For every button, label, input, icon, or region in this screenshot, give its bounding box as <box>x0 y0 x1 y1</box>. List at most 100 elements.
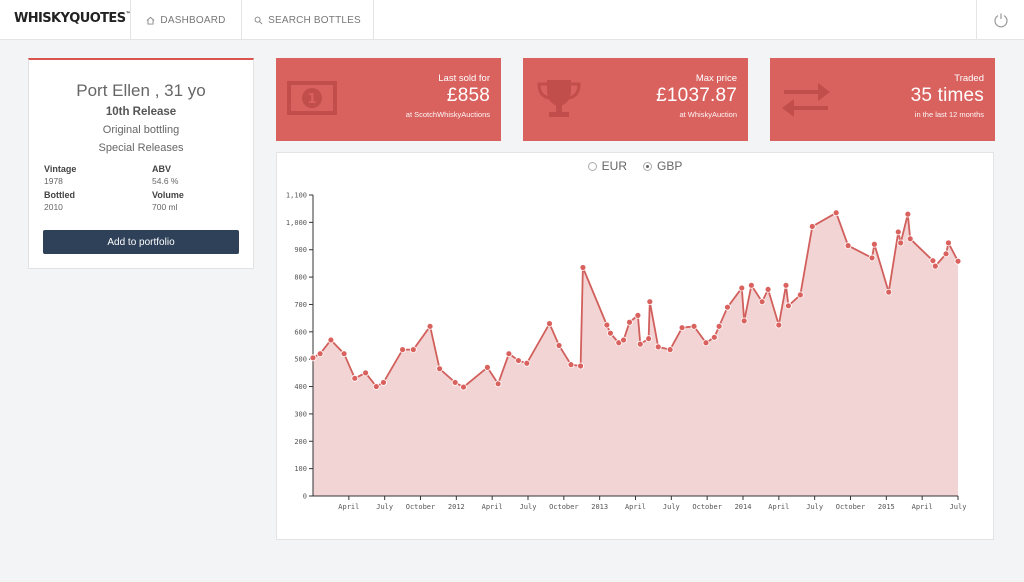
x-tick-label: October <box>549 503 579 511</box>
y-tick-label: 1,000 <box>286 219 307 227</box>
x-tick-label: October <box>836 503 866 511</box>
data-point <box>666 346 674 354</box>
y-tick-label: 500 <box>294 356 307 364</box>
data-point <box>579 264 587 271</box>
vintage-value: 1978 <box>44 176 63 186</box>
data-point <box>832 209 840 217</box>
data-point <box>710 333 718 341</box>
x-tick-label: October <box>406 503 436 511</box>
currency-eur-label: EUR <box>601 159 627 173</box>
y-tick-label: 700 <box>294 301 307 309</box>
data-point <box>636 340 644 348</box>
exchange-arrows-icon <box>782 83 830 117</box>
power-button[interactable] <box>976 0 1024 40</box>
data-point <box>784 302 792 310</box>
x-tick-label: April <box>625 503 646 511</box>
data-point <box>340 350 348 358</box>
stat-source: at ScotchWhiskyAuctions <box>405 110 490 119</box>
trophy-icon <box>537 80 581 117</box>
y-tick-label: 0 <box>303 493 307 501</box>
radio-eur[interactable] <box>587 161 597 171</box>
data-point <box>942 250 950 258</box>
bottled-label: Bottled <box>44 190 75 200</box>
data-point <box>945 239 952 247</box>
x-tick-label: July <box>376 503 393 511</box>
data-point <box>451 379 459 386</box>
stat-traded: Traded 35 times in the last 12 months <box>770 58 995 141</box>
data-point <box>626 318 633 326</box>
nav-search-bottles[interactable]: SEARCH BOTTLES <box>241 0 374 40</box>
y-tick-label: 200 <box>294 438 307 446</box>
stat-value: £858 <box>446 85 490 106</box>
data-point <box>894 228 902 236</box>
data-point <box>702 339 710 347</box>
data-point <box>380 379 387 386</box>
data-point <box>426 322 434 330</box>
volume-value: 700 ml <box>152 202 178 212</box>
data-point <box>738 284 746 292</box>
add-to-portfolio-button[interactable]: Add to portfolio <box>43 230 239 254</box>
data-point <box>523 359 531 367</box>
data-point <box>904 210 912 218</box>
y-tick-label: 600 <box>294 328 307 336</box>
y-tick-label: 800 <box>294 274 307 282</box>
power-icon <box>993 13 1008 28</box>
data-point <box>929 257 937 265</box>
stat-last-sold: 1 Last sold for £858 at ScotchWhiskyAuct… <box>276 58 501 141</box>
abv-label: ABV <box>152 164 172 174</box>
x-tick-label: April <box>912 503 933 511</box>
data-point <box>645 335 653 343</box>
stat-value: 35 times <box>910 85 984 106</box>
search-icon <box>254 16 263 24</box>
price-area <box>313 212 958 497</box>
x-tick-label: October <box>692 503 722 511</box>
price-chart-panel: 0 100 200 300 400 500 600 700 800 900 1,000 1,100 Ap… <box>276 152 994 540</box>
x-tick-label: July <box>950 503 967 511</box>
data-point <box>555 342 563 349</box>
data-point <box>782 281 790 289</box>
y-tick-label: 400 <box>294 383 307 391</box>
data-point <box>885 288 893 296</box>
y-tick-label: 100 <box>294 465 307 473</box>
currency-gbp-label: GBP <box>657 159 683 173</box>
home-icon <box>147 16 155 25</box>
bottled-value: 2010 <box>44 202 63 212</box>
product-name: Port Ellen , 31 yo <box>76 81 206 100</box>
stat-source: in the last 12 months <box>914 110 984 119</box>
radio-gbp[interactable] <box>643 161 652 171</box>
data-point <box>372 383 380 390</box>
product-card: Port Ellen , 31 yo 10th Release Original… <box>28 58 254 269</box>
data-point <box>646 298 654 306</box>
data-point <box>620 336 627 344</box>
price-history-chart: 0 100 200 300 400 500 600 700 800 900 1,000 1,100 Ap… <box>286 192 967 512</box>
data-point <box>607 329 614 337</box>
data-point <box>844 242 852 250</box>
nav-dashboard-label: DASHBOARD <box>160 14 226 26</box>
banknote-icon: 1 <box>287 81 337 115</box>
stat-max-price: Max price £1037.87 at WhiskyAuction <box>523 58 748 141</box>
stat-source: at WhiskyAuction <box>679 110 737 119</box>
nav-dashboard[interactable]: DASHBOARD <box>130 0 241 40</box>
data-point <box>316 350 324 358</box>
x-tick-label: July <box>663 503 680 511</box>
stat-title: Last sold for <box>438 73 490 84</box>
data-point <box>483 363 491 371</box>
stat-title: Max price <box>695 73 737 84</box>
currency-option-gbp[interactable]: GBP <box>643 159 682 173</box>
data-point <box>409 346 417 354</box>
product-release: 10th Release <box>105 106 177 118</box>
data-point <box>654 343 662 351</box>
x-tick-label: July <box>806 503 823 511</box>
data-point <box>747 281 755 289</box>
data-point <box>494 380 502 388</box>
product-bottling: Original bottling <box>102 124 180 136</box>
data-point <box>351 374 359 382</box>
currency-option-eur[interactable]: EUR <box>587 159 627 173</box>
data-point <box>724 303 731 311</box>
svg-text:1: 1 <box>307 92 316 107</box>
y-tick-label: 1,100 <box>286 192 307 200</box>
data-point <box>808 223 816 230</box>
x-tick-label: July <box>520 503 537 511</box>
data-point <box>603 321 611 329</box>
brand-logo[interactable]: WHISKYQUOTES™ <box>14 11 132 26</box>
